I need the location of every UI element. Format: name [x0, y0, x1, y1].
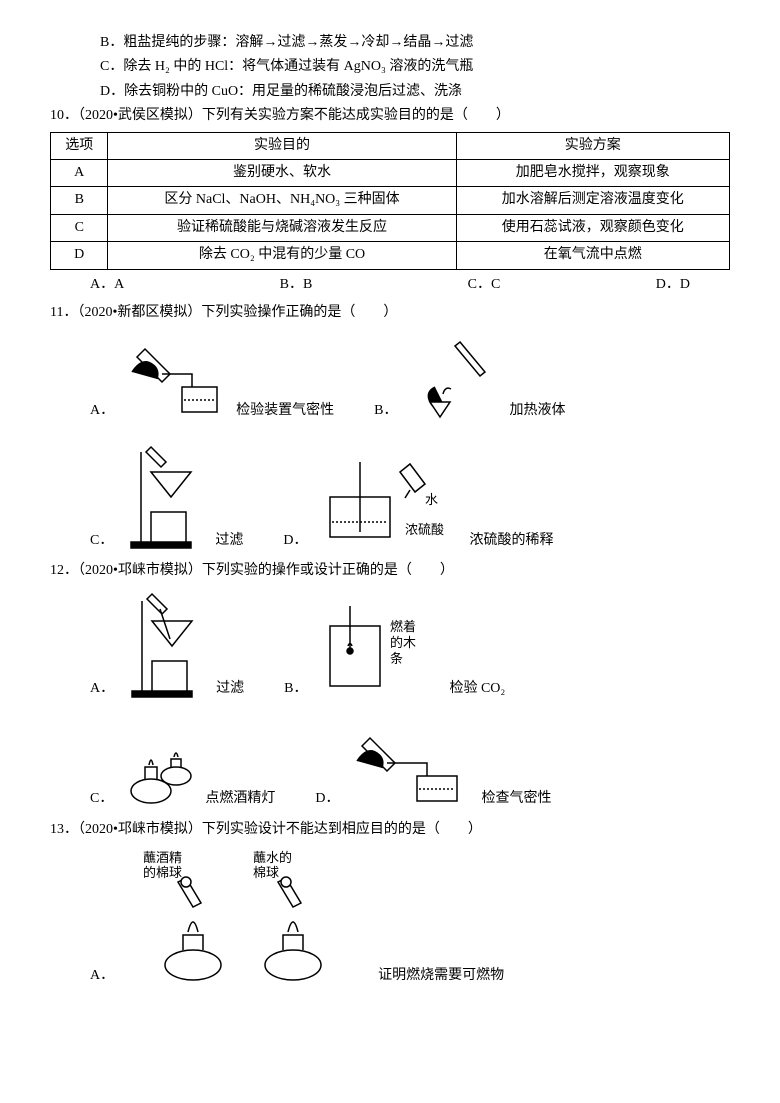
q11-a[interactable]: A． 检验装置气密性	[90, 332, 334, 422]
q10-stem: 10．（2020•武侯区模拟）下列有关实验方案不能达成实验目的的是（ ）	[50, 105, 730, 127]
letter-c: C．	[90, 788, 113, 810]
table-cell: D	[51, 242, 108, 269]
q10-table: 选项 实验目的 实验方案 A 鉴别硬水、软水 加肥皂水搅拌，观察现象 B 区分 …	[50, 132, 730, 270]
alcohol-ball-label2: 的棉球	[143, 865, 182, 880]
letter-d: D．	[283, 530, 307, 552]
q12-c[interactable]: C． 点燃酒精灯	[90, 721, 275, 811]
alcohol-ball-label: 蘸酒精	[143, 850, 182, 865]
stick-label-2: 的木	[390, 635, 416, 650]
q10-th-1: 实验目的	[108, 132, 456, 159]
table-cell: 加水溶解后测定溶液温度变化	[456, 187, 729, 214]
q11-b-cap: 加热液体	[509, 400, 565, 422]
filter-icon	[121, 442, 211, 552]
q10-th-0: 选项	[51, 132, 108, 159]
letter-a: A．	[90, 965, 114, 987]
q11-b[interactable]: B． 加热液体	[374, 332, 565, 422]
combustion-icon: 蘸酒精 的棉球 蘸水的 棉球	[138, 847, 358, 987]
q10-opt-d[interactable]: D．D	[656, 274, 690, 296]
airtightness-icon	[122, 342, 232, 422]
q12-b-cap: 检验 CO₂	[449, 678, 505, 700]
table-cell: 除去 CO₂ 中混有的少量 CO	[108, 242, 456, 269]
q11-c[interactable]: C． 过滤	[90, 442, 243, 552]
letter-a: A．	[90, 678, 114, 700]
q11-d-cap: 浓硫酸的稀释	[469, 530, 553, 552]
water-label: 水	[425, 492, 438, 507]
q11-a-cap: 检验装置气密性	[236, 400, 334, 422]
water-ball-label: 蘸水的	[253, 850, 292, 865]
table-cell: 在氧气流中点燃	[456, 242, 729, 269]
table-cell: 鉴别硬水、软水	[108, 159, 456, 186]
q12-a-cap: 过滤	[216, 678, 244, 700]
heat-liquid-icon	[405, 332, 505, 422]
q10-options: A．A B．B C．C D．D	[50, 274, 730, 296]
dilute-acid-icon: 水 浓硫酸	[315, 452, 465, 552]
letter-a: A．	[90, 400, 114, 422]
letter-b: B．	[284, 678, 307, 700]
q11-c-cap: 过滤	[215, 530, 243, 552]
q10-opt-a[interactable]: A．A	[90, 274, 124, 296]
table-cell: A	[51, 159, 108, 186]
table-cell: 使用石蕊试液，观察颜色变化	[456, 214, 729, 241]
airtight2-icon	[347, 731, 477, 811]
q12-d[interactable]: D． 检查气密性	[315, 721, 551, 811]
q12-stem: 12．（2020•邛崃市模拟）下列实验的操作或设计正确的是（ ）	[50, 560, 730, 582]
table-cell: B	[51, 187, 108, 214]
table-cell: 区分 NaCl、NaOH、NH₄NO₃ 三种固体	[108, 187, 456, 214]
water-ball-label2: 棉球	[253, 865, 279, 880]
q13-stem: 13．（2020•邛崃市模拟）下列实验设计不能达到相应目的的是（ ）	[50, 819, 730, 841]
q12-a[interactable]: A． 过滤	[90, 591, 244, 701]
q12-b[interactable]: B． 燃着 的木 条 检验 CO₂	[284, 591, 505, 701]
q12-c-cap: 点燃酒精灯	[205, 788, 275, 810]
q10-opt-b[interactable]: B．B	[280, 274, 313, 296]
table-cell: 验证稀硫酸能与烧碱溶液发生反应	[108, 214, 456, 241]
letter-d: D．	[315, 788, 339, 810]
stick-label-3: 条	[390, 651, 403, 666]
acid-label: 浓硫酸	[405, 522, 444, 537]
q11-d[interactable]: D． 水 浓硫酸 浓硫酸的稀释	[283, 442, 553, 552]
filter2-icon	[122, 591, 212, 701]
co2-check-icon: 燃着 的木 条	[315, 601, 445, 701]
line-b: B．粗盐提纯的步骤：溶解→过滤→蒸发→冷却→结晶→过滤	[50, 32, 730, 54]
q10-opt-c[interactable]: C．C	[468, 274, 501, 296]
table-cell: 加肥皂水搅拌，观察现象	[456, 159, 729, 186]
q12-images: A． 过滤 B． 燃着 的木 条 检验 CO₂	[50, 591, 730, 811]
q12-d-cap: 检查气密性	[481, 788, 551, 810]
letter-c: C．	[90, 530, 113, 552]
line-c: C．除去 H₂ 中的 HCl：将气体通过装有 AgNO₃ 溶液的洗气瓶	[50, 56, 730, 78]
letter-b: B．	[374, 400, 397, 422]
q10-th-2: 实验方案	[456, 132, 729, 159]
light-lamp-icon	[121, 721, 201, 811]
line-d: D．除去铜粉中的 CuO：用足量的稀硫酸浸泡后过滤、洗涤	[50, 81, 730, 103]
stick-label-1: 燃着	[390, 619, 416, 634]
q13-a[interactable]: A． 蘸酒精 的棉球 蘸水的 棉球 证明燃烧需要可燃物	[50, 847, 730, 987]
q11-stem: 11．（2020•新都区模拟）下列实验操作正确的是（ ）	[50, 302, 730, 324]
table-cell: C	[51, 214, 108, 241]
q11-images: A． 检验装置气密性 B． 加热液体 C．	[50, 332, 730, 552]
q13-a-cap: 证明燃烧需要可燃物	[378, 965, 504, 987]
